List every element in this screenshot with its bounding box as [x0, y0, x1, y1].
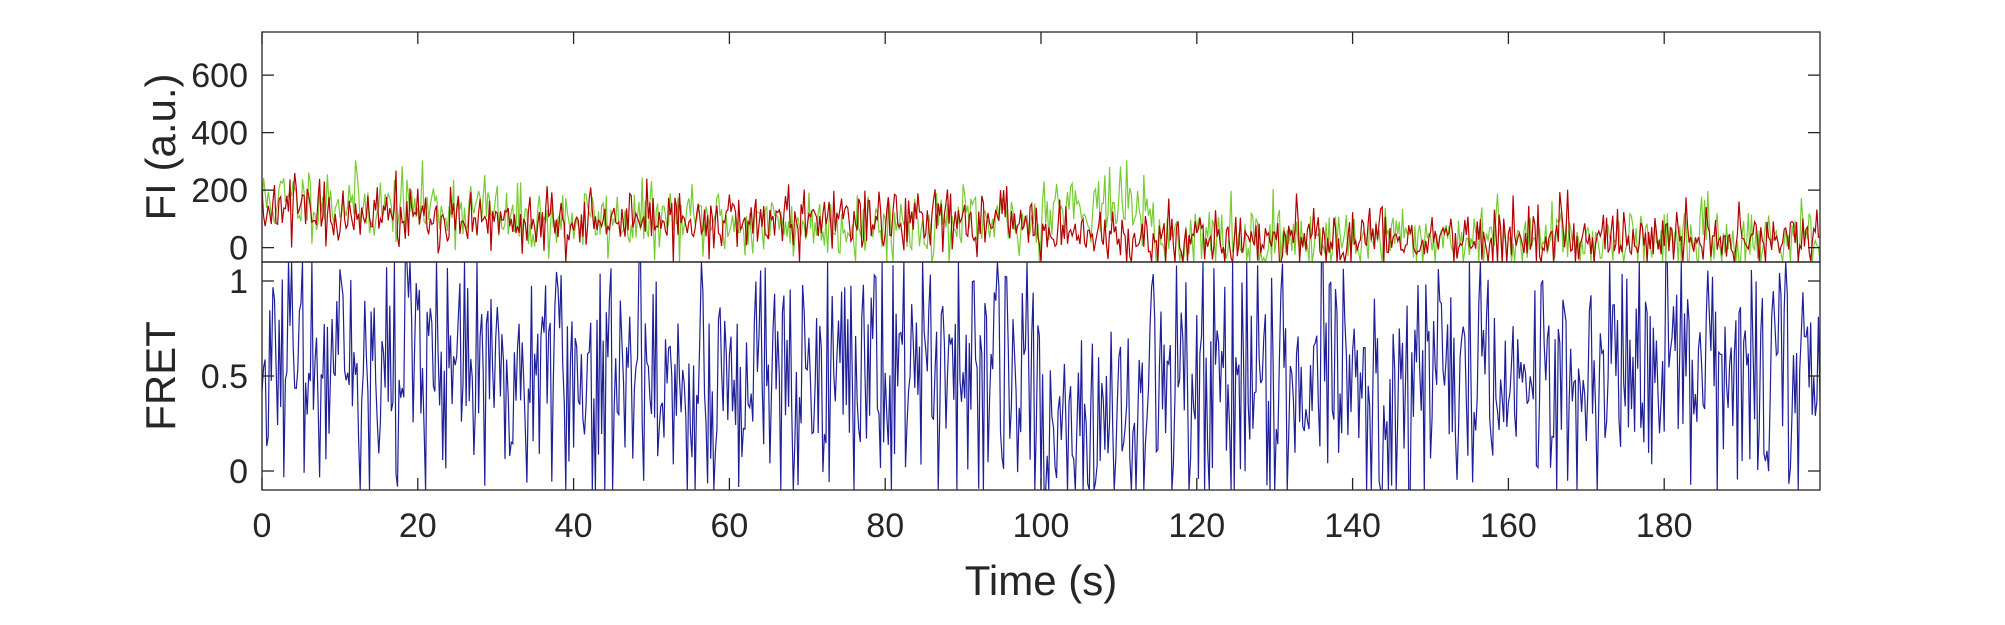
x-tick-label: 80 — [866, 507, 904, 545]
y-tick-label: 0 — [229, 453, 248, 491]
y-tick-label: 0 — [229, 230, 248, 268]
y-tick-label: 200 — [191, 172, 248, 210]
y-tick-label: 600 — [191, 57, 248, 95]
series-line-1 — [262, 160, 1820, 262]
series-line-1 — [262, 262, 1820, 490]
bottom-panel-y-ticks: 00.51 — [201, 263, 1820, 491]
top-panel-fluorescence: 0 200 400 600 FI (a.u.) — [137, 31, 1821, 268]
bottom-panel-traces — [262, 262, 1820, 490]
x-tick-label: 140 — [1324, 507, 1381, 545]
x-tick-label: 180 — [1636, 507, 1693, 545]
top-panel-y-axis-label: FI (a.u.) — [137, 73, 184, 220]
x-axis-label: Time (s) — [965, 557, 1117, 604]
bottom-panel-x-ticks: 0 20 40 60 80 100 120 140 160 180 — [253, 478, 1693, 545]
x-tick-label: 160 — [1480, 507, 1537, 545]
x-tick-label: 40 — [555, 507, 593, 545]
top-panel-y-ticks: 0 200 400 600 — [191, 32, 1820, 268]
x-tick-label: 60 — [710, 507, 748, 545]
bottom-panel-fret: 00.51 0 20 40 60 80 100 120 140 160 180 FRET Time… — [137, 261, 1821, 604]
y-tick-label: 0.5 — [201, 358, 248, 396]
x-tick-label: 20 — [399, 507, 437, 545]
x-tick-label: 100 — [1013, 507, 1070, 545]
x-tick-label: 0 — [253, 507, 272, 545]
bottom-panel-y-axis-label: FRET — [137, 321, 184, 431]
top-panel-traces — [262, 160, 1820, 262]
x-tick-label: 120 — [1168, 507, 1225, 545]
y-tick-label: 400 — [191, 115, 248, 153]
series-line-2 — [262, 170, 1820, 262]
y-tick-label: 1 — [229, 263, 248, 301]
